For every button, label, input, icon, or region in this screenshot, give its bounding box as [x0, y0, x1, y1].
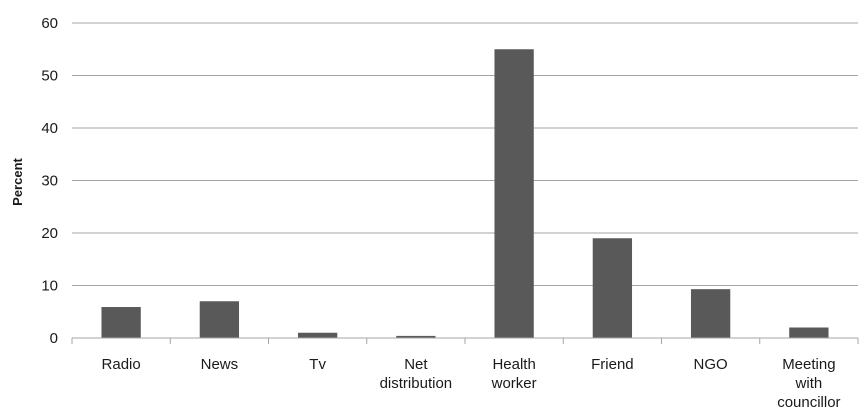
x-category-label-7: Meeting with councillor: [777, 356, 840, 411]
gridlines: [72, 22, 858, 286]
x-axis-category-labels: Radio News Tv Net distribution Health worker Fr…: [102, 356, 841, 411]
x-category-label-2: Tv: [309, 356, 326, 373]
y-tick-label-40: 40: [41, 120, 58, 137]
x-category-label-line: Radio: [102, 356, 141, 373]
y-tick-label-20: 20: [41, 225, 58, 242]
x-category-label-6: NGO: [694, 356, 728, 373]
bar-4: [494, 49, 534, 338]
x-category-label-1: News: [201, 356, 239, 373]
bar-7: [789, 327, 829, 338]
x-category-label-line: Friend: [591, 356, 634, 373]
x-category-label-line: Meeting: [782, 356, 835, 373]
bar-0: [101, 307, 141, 338]
x-axis: [71, 337, 859, 344]
x-category-label-line: NGO: [694, 356, 728, 373]
bar-1: [199, 301, 240, 338]
x-category-label-line: Health: [492, 356, 535, 373]
x-category-label-0: Radio: [102, 356, 141, 373]
y-tick-label-0: 0: [50, 330, 58, 347]
x-category-label-line: councillor: [777, 394, 840, 411]
x-category-label-5: Friend: [591, 356, 634, 373]
bar-2: [297, 332, 338, 338]
x-category-label-4: Health worker: [491, 356, 537, 392]
x-category-label-line: worker: [491, 375, 537, 392]
y-tick-label-60: 60: [41, 15, 58, 32]
y-tick-label-30: 30: [41, 173, 58, 190]
y-axis-ticks: 0 10 20 30 40 50 60: [41, 15, 58, 347]
y-tick-label-50: 50: [41, 68, 58, 85]
y-tick-label-10: 10: [41, 278, 58, 295]
y-axis-label: Percent: [10, 157, 25, 205]
x-category-label-line: News: [201, 356, 239, 373]
bar-6: [690, 289, 731, 338]
x-category-label-line: Tv: [309, 356, 326, 373]
x-category-label-3: Net distribution: [380, 356, 453, 392]
bar-3: [396, 335, 436, 338]
x-category-label-line: distribution: [380, 375, 453, 392]
bar-5: [592, 238, 633, 338]
x-category-label-line: with: [795, 375, 823, 392]
x-category-label-line: Net: [404, 356, 428, 373]
bars: [101, 49, 829, 338]
